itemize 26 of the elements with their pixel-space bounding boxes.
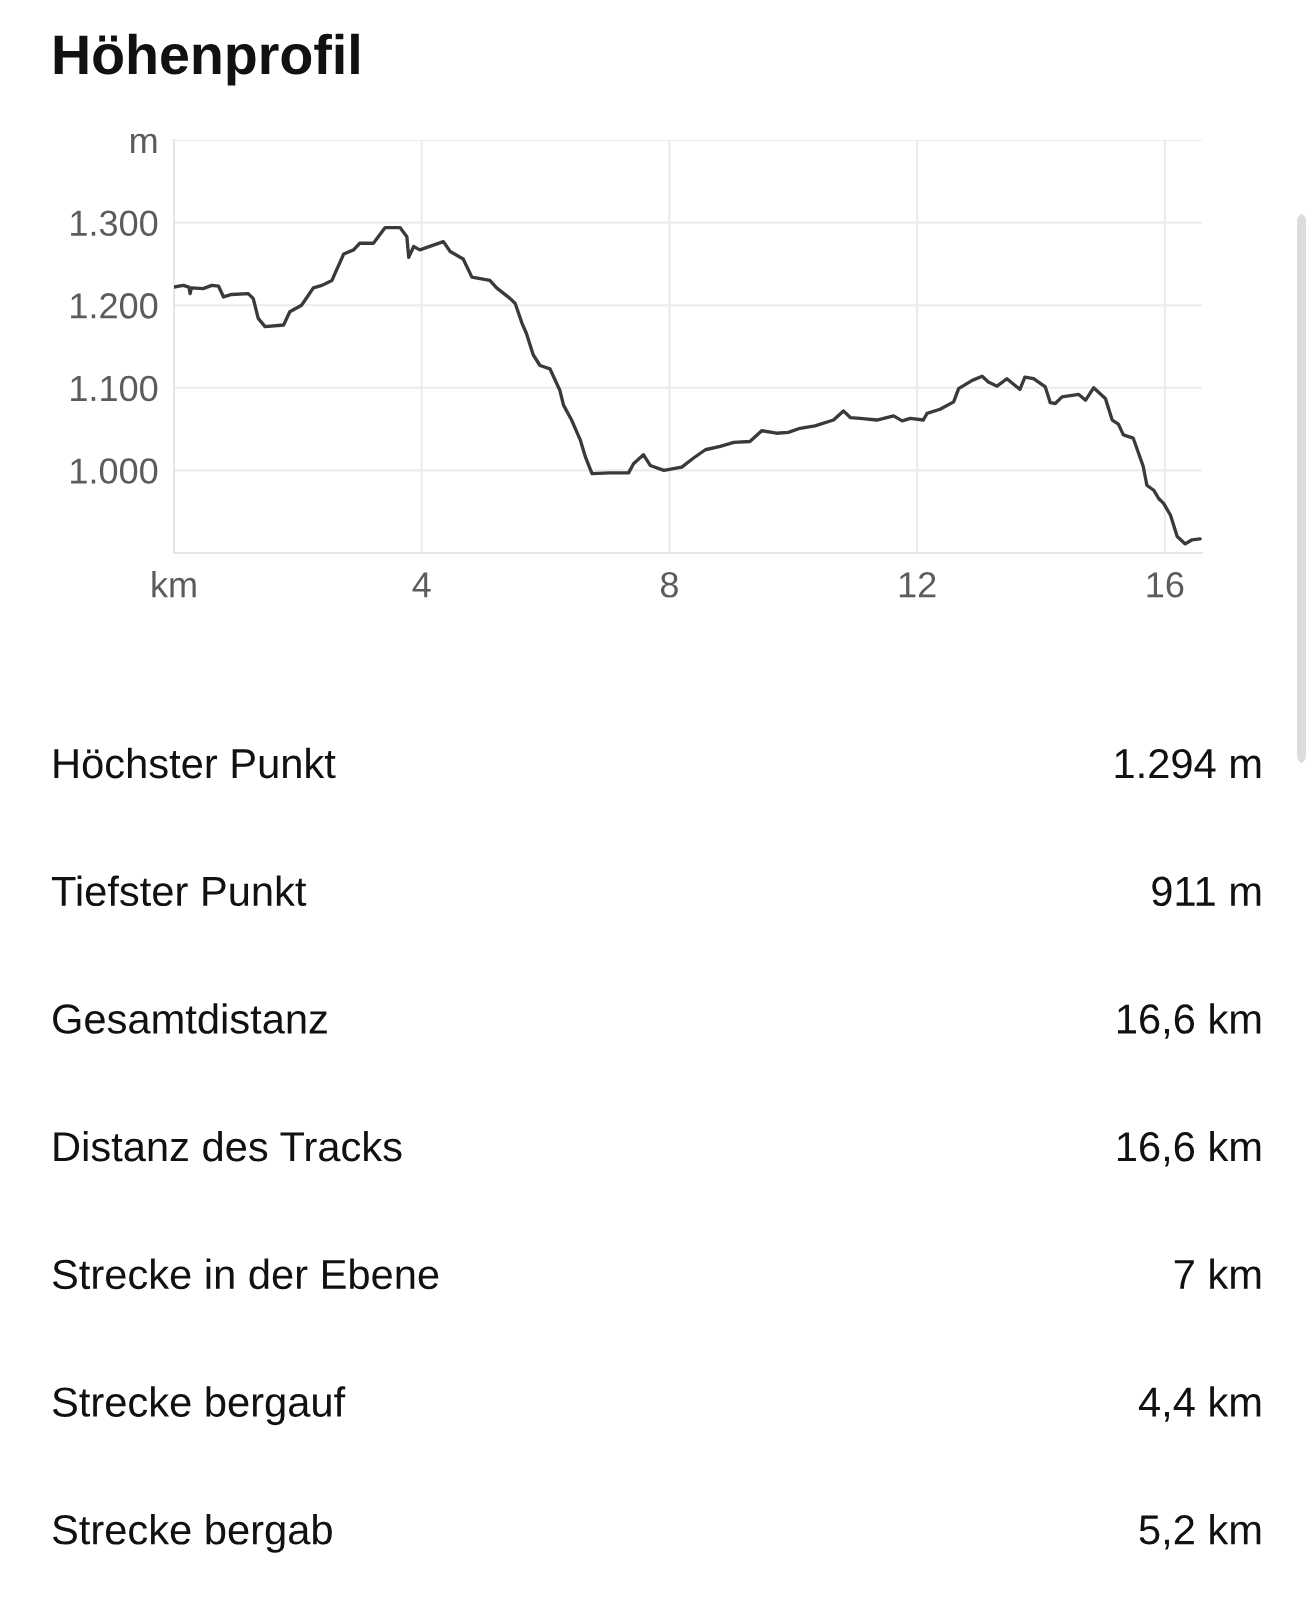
- x-tick-label: 8: [660, 572, 678, 598]
- x-tick-label: 4: [412, 572, 431, 598]
- text: 911 m: [1152, 876, 1261, 907]
- text: Tiefster Punkt: [51, 875, 307, 907]
- text: 5,2 km: [1139, 1514, 1261, 1550]
- y-tick-label: m: [131, 133, 157, 154]
- y-tick-label: 1.300: [71, 210, 158, 237]
- text: Distanz des Tracks: [54, 1130, 402, 1162]
- chart-title: Höhenprofil: [54, 33, 359, 86]
- text: Strecke in der Ebene: [52, 1258, 439, 1290]
- text: Gesamtdistanz: [53, 1003, 327, 1034]
- text: Strecke bergauf: [52, 1386, 346, 1426]
- text: 16,6 km: [1117, 1003, 1261, 1039]
- text: 16,6 km: [1117, 1130, 1261, 1167]
- x-tick-label: 12: [899, 572, 936, 598]
- x-tick-label: km: [152, 571, 196, 598]
- y-tick-label: 1.100: [71, 375, 158, 402]
- y-tick-label: 1.000: [71, 458, 158, 484]
- x-tick-label: 16: [1147, 572, 1184, 598]
- text: Strecke bergab: [52, 1514, 332, 1553]
- text: 4,4 km: [1138, 1386, 1261, 1422]
- y-tick-label: 1.200: [71, 293, 158, 319]
- line-series: [174, 225, 1202, 546]
- text: 7 km: [1174, 1258, 1261, 1289]
- text: Höchster Punkt: [54, 747, 336, 779]
- text: 1.294 m: [1115, 748, 1261, 779]
